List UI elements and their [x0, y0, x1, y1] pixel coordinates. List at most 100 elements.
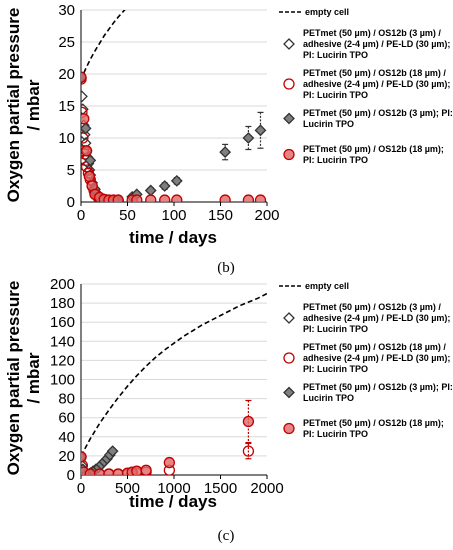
x-tick-label: 150	[208, 207, 233, 224]
legend-label: Lucirin TPO	[303, 393, 354, 403]
data-point	[131, 194, 143, 202]
series-4	[81, 71, 267, 202]
legend-swatch	[283, 386, 295, 399]
x-tick-label: 1000	[157, 480, 190, 497]
chart-b-panel-label: (b)	[217, 260, 235, 276]
legend-swatch	[283, 312, 295, 324]
data-point	[112, 468, 124, 475]
data-point	[81, 122, 92, 135]
data-point	[145, 194, 157, 202]
x-tick-label: 50	[119, 207, 136, 224]
chart-c-legend: empty cell PETmet (50 µm) / OS12b (3 µm) …	[279, 281, 453, 439]
data-point	[140, 464, 152, 475]
empty-cell-line	[81, 292, 267, 457]
data-point	[81, 71, 87, 83]
series-4	[81, 399, 255, 475]
y-tick-label: 0	[67, 194, 75, 211]
y-tick-label: 80	[58, 391, 75, 408]
data-point	[144, 184, 157, 197]
x-tick-label: 200	[254, 207, 279, 224]
data-point	[81, 132, 89, 144]
legend-label: PETmet (50 µm) / OS12b (18 µm) /	[303, 342, 446, 352]
data-point	[81, 145, 93, 157]
chart-c-y-axis-title-line1: Oxygen partial pressure	[4, 281, 23, 476]
data-point	[112, 194, 124, 202]
data-point	[219, 146, 232, 158]
chart-b-y-axis-title-line1: Oxygen partial pressure	[4, 8, 23, 203]
data-point	[254, 124, 267, 137]
legend-label: PETmet (50 µm) / OS12b (18 µm);	[303, 144, 444, 154]
chart-c-panel-label: (c)	[218, 528, 235, 544]
legend-label: Lucirin TPO	[303, 119, 354, 129]
y-tick-label: 20	[58, 66, 75, 83]
empty-cell-line	[81, 10, 126, 81]
x-tick-label: 100	[161, 207, 186, 224]
data-point	[81, 113, 90, 125]
legend-label: PI: Lucirin TPO	[303, 155, 368, 165]
y-tick-label: 120	[50, 352, 75, 369]
legend-label: PI: Lucirin TPO	[303, 90, 368, 100]
data-point	[84, 154, 97, 167]
legend-item: PETmet (50 µm) / OS12b (3 µm); PI:Luciri…	[283, 382, 453, 403]
y-tick-label: 100	[50, 372, 75, 389]
legend-item: PETmet (50 µm) / OS12b (3 µm); PI:Luciri…	[283, 108, 453, 129]
chart-b-y-axis-title-line2: / mbar	[24, 79, 43, 130]
legend-label: adhesive (2-4 µm) / PE-LD (30 µm);	[303, 313, 450, 323]
legend-label: PI: Lucirin TPO	[303, 324, 368, 334]
chart-b-x-axis-title: time / days	[129, 228, 217, 247]
legend-label: PI: Lucirin TPO	[303, 364, 368, 374]
data-point	[158, 180, 171, 192]
y-tick-label: 60	[58, 410, 75, 427]
chart-c-x-tick-labels: 0 500 1000 1500 2000	[77, 475, 284, 497]
legend-swatch	[283, 422, 295, 435]
y-tick-label: 140	[50, 333, 75, 350]
y-tick-label: 0	[67, 467, 75, 484]
chart-panel-b: 0 5 10 15 20 25 30 0 50 100 150 200 time / days Ox…	[4, 2, 453, 276]
data-point	[106, 445, 119, 458]
legend-swatch	[283, 148, 295, 161]
data-point	[163, 456, 176, 469]
legend-swatch	[283, 78, 295, 90]
data-point	[83, 170, 96, 183]
data-point	[131, 465, 143, 475]
chart-c-y-tick-labels: 0 20 40 60 80 100 120 140 160 180 200	[50, 276, 75, 484]
y-tick-label: 30	[58, 2, 75, 19]
series-3	[81, 71, 267, 202]
series-0	[81, 292, 267, 457]
legend-item: PETmet (50 µm) / OS12b (18 µm);PI: Lucir…	[283, 144, 444, 165]
y-tick-label: 15	[58, 98, 75, 115]
legend-label: empty cell	[305, 281, 349, 291]
chart-b-x-tick-labels: 0 50 100 150 200	[77, 202, 280, 224]
legend-label: PETmet (50 µm) / OS12b (3 µm) /	[303, 302, 441, 312]
legend-swatch	[283, 352, 295, 364]
legend-label: PI: Lucirin TPO	[303, 429, 368, 439]
chart-c-series	[81, 292, 267, 475]
legend-item: PETmet (50 µm) / OS12b (18 µm) /adhesive…	[283, 342, 450, 374]
legend-item: PETmet (50 µm) / OS12b (18 µm) /adhesive…	[283, 68, 450, 100]
legend-swatch	[283, 38, 295, 50]
data-point	[254, 194, 267, 202]
legend-label: adhesive (2-4 µm) / PE-LD (30 µm);	[303, 79, 450, 89]
y-tick-label: 25	[58, 34, 75, 51]
chart-c-y-axis-title-line2: / mbar	[24, 352, 43, 403]
data-point	[84, 468, 96, 475]
x-tick-label: 2000	[250, 480, 283, 497]
chart-b-grid	[81, 9, 267, 203]
chart-c-grid	[81, 283, 267, 476]
chart-b-legend: empty cell PETmet (50 µm) / OS12b (3 µm) …	[279, 7, 453, 165]
y-tick-label: 180	[50, 295, 75, 312]
data-point	[219, 194, 231, 202]
legend-item: empty cell	[279, 281, 349, 291]
data-point	[81, 451, 87, 463]
y-tick-label: 20	[58, 448, 75, 465]
legend-label: PETmet (50 µm) / OS12b (18 µm) /	[303, 68, 446, 78]
legend-item: PETmet (50 µm) / OS12b (18 µm);PI: Lucir…	[283, 418, 444, 439]
x-tick-label: 0	[77, 480, 85, 497]
legend-label: PI: Lucirin TPO	[303, 50, 368, 60]
y-tick-label: 5	[67, 162, 75, 179]
series-1	[81, 72, 125, 202]
y-tick-label: 10	[58, 130, 75, 147]
legend-item: PETmet (50 µm) / OS12b (3 µm) /adhesive …	[283, 302, 450, 334]
legend-label: PETmet (50 µm) / OS12b (3 µm); PI:	[303, 108, 453, 118]
